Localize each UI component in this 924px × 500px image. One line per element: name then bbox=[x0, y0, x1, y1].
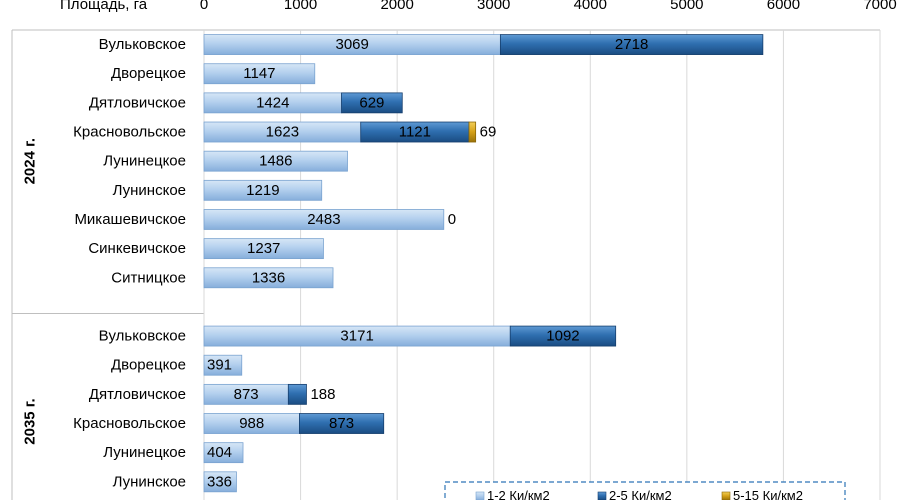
category-label: Вульковское bbox=[99, 328, 186, 345]
category-label: Лунинецкое bbox=[103, 444, 186, 461]
category-label: Красновольское bbox=[73, 415, 186, 432]
bar-segment bbox=[499, 34, 764, 55]
x-tick-label: 4000 bbox=[574, 0, 607, 13]
data-label: 1336 bbox=[252, 269, 285, 286]
x-tick-label: 0 bbox=[200, 0, 208, 13]
category-label: Дворецкое bbox=[111, 357, 186, 374]
bar-segment bbox=[203, 209, 445, 230]
legend-swatch bbox=[475, 491, 485, 500]
bar-segment bbox=[203, 238, 324, 260]
category-label: Дятловичское bbox=[89, 386, 186, 403]
bar-segment bbox=[203, 471, 237, 493]
data-label: 404 bbox=[207, 444, 232, 461]
group-label: 2035 г. bbox=[22, 398, 39, 444]
category-label: Микашевичское bbox=[74, 211, 186, 228]
category-label: Дятловичское bbox=[89, 94, 186, 111]
data-label: 1219 bbox=[246, 182, 279, 199]
legend-box bbox=[444, 481, 846, 500]
x-tick-label: 5000 bbox=[670, 0, 703, 13]
x-tick-label: 7000 bbox=[863, 0, 896, 13]
data-label: 1092 bbox=[546, 328, 579, 345]
category-label: Красновольское bbox=[73, 124, 186, 141]
category-label: Дворецкое bbox=[111, 65, 186, 82]
bar-segment bbox=[299, 413, 385, 434]
data-label: 3171 bbox=[340, 328, 373, 345]
data-label: 2718 bbox=[615, 36, 648, 53]
category-label: Лунинское bbox=[113, 182, 186, 199]
bar-segment bbox=[203, 179, 323, 201]
data-label: 629 bbox=[359, 94, 384, 111]
data-label: 873 bbox=[329, 415, 354, 432]
data-label: 1623 bbox=[266, 124, 299, 141]
x-tick-label: 3000 bbox=[477, 0, 510, 13]
bar-segment bbox=[203, 354, 243, 376]
bar-segment bbox=[203, 150, 348, 172]
bar-segment bbox=[203, 267, 334, 289]
data-label: 1424 bbox=[256, 94, 289, 111]
data-label: 391 bbox=[207, 357, 232, 374]
data-label: 69 bbox=[480, 124, 497, 141]
legend-swatch bbox=[721, 491, 731, 500]
x-tick-label: 6000 bbox=[767, 0, 800, 13]
data-label: 988 bbox=[239, 415, 264, 432]
data-label: 336 bbox=[207, 473, 232, 490]
bar-segment bbox=[287, 383, 307, 405]
data-label: 3069 bbox=[336, 36, 369, 53]
x-tick-label: 1000 bbox=[284, 0, 317, 13]
group-label: 2024 г. bbox=[22, 138, 39, 184]
category-label: Синкевичское bbox=[88, 240, 186, 257]
legend-label: 1-2 Ки/км2 bbox=[487, 488, 550, 500]
data-label: 1147 bbox=[243, 65, 275, 82]
category-label: Лунинецкое bbox=[103, 153, 186, 170]
bar-segment bbox=[468, 121, 477, 143]
category-label: Ситницкое bbox=[111, 269, 186, 286]
data-label: 1121 bbox=[399, 124, 431, 141]
category-label: Вульковское bbox=[99, 36, 186, 53]
legend-swatch bbox=[597, 491, 607, 500]
bar-segment bbox=[341, 92, 403, 114]
bar-segment bbox=[203, 63, 316, 85]
data-label: 188 bbox=[310, 386, 335, 403]
data-label: 873 bbox=[234, 386, 259, 403]
data-label: 0 bbox=[448, 211, 456, 228]
data-label: 2483 bbox=[307, 211, 340, 228]
category-label: Лунинское bbox=[113, 473, 186, 490]
data-label: 1486 bbox=[259, 153, 292, 170]
x-axis-title: Площадь, га bbox=[60, 0, 148, 13]
legend-label: 2-5 Ки/км2 bbox=[609, 488, 672, 500]
data-label: 1237 bbox=[247, 240, 280, 257]
x-tick-label: 2000 bbox=[380, 0, 413, 13]
bar-segment bbox=[203, 442, 244, 464]
bar-segment bbox=[509, 325, 617, 347]
legend-label: 5-15 Ки/км2 bbox=[733, 488, 803, 500]
